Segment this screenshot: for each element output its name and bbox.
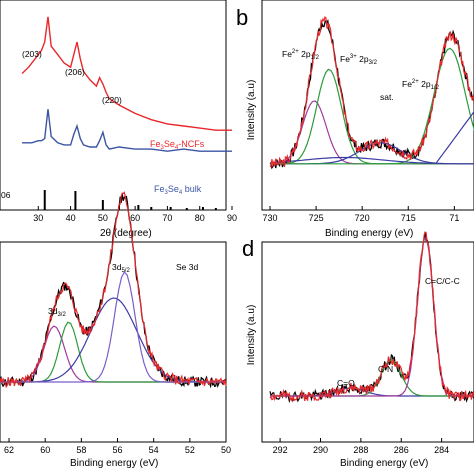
baseline xyxy=(269,110,474,164)
x-tick-label: 286 xyxy=(394,445,409,455)
fit-peak xyxy=(0,297,226,383)
x-tick-label: 56 xyxy=(113,445,123,455)
panel-b-xlabel: Binding energy (eV) xyxy=(325,228,413,239)
fit-peak xyxy=(270,47,474,165)
sat-label: sat. xyxy=(380,92,394,102)
x-tick-label: 720 xyxy=(355,213,370,223)
x-tick-label: 288 xyxy=(353,445,368,455)
panel-c-frame xyxy=(0,241,227,443)
panel-b-letter: b xyxy=(236,5,248,30)
fit-peak xyxy=(270,100,474,165)
peak-label-203: (203) xyxy=(22,49,42,59)
x-tick-label: 30 xyxy=(33,213,43,223)
panel-b-ylabel: Intensity (a.u) xyxy=(246,80,257,141)
panel-b: b Intensity (a.u) 730 725 720 715 71 Binding… xyxy=(236,0,474,239)
fe2-2p12-label-right: Fe2+ 2p1/2 xyxy=(402,79,440,91)
x-tick-label: 70 xyxy=(162,213,172,223)
x-tick-label: 60 xyxy=(40,445,50,455)
cc-label: C=C/C-C xyxy=(425,276,460,286)
legend-ncfs: Fe3Se4-NCFs xyxy=(150,139,205,151)
x-tick-label: 730 xyxy=(262,213,277,223)
x-tick-label: 71 xyxy=(449,213,459,223)
se3d32-label: 3d3/2 xyxy=(48,306,66,318)
panel-a-frame xyxy=(0,0,227,211)
x-tick-label: 40 xyxy=(66,213,76,223)
x-tick-label: 52 xyxy=(185,445,195,455)
x-tick-label: 284 xyxy=(434,445,449,455)
fe2-2p12-label: Fe2+ 2p1/2 xyxy=(282,49,320,61)
panel-c-xlabel: Binding energy (eV) xyxy=(70,458,158,469)
envelope-fit xyxy=(0,191,227,389)
fe3-2p32-label: Fe3+ 2p3/2 xyxy=(340,54,378,66)
se3d52-label: 3d5/2 xyxy=(112,262,130,274)
series-line-1 xyxy=(22,109,232,152)
panel-a-xlabel: 2θ (degree) xyxy=(100,228,152,239)
panel-d-letter: d xyxy=(242,236,254,261)
raw-spectrum xyxy=(269,231,474,404)
x-tick-label: 50 xyxy=(98,213,108,223)
x-tick-label: 80 xyxy=(195,213,205,223)
envelope-fit xyxy=(269,16,474,169)
raw-spectrum xyxy=(269,19,474,170)
panel-a-ref-label: 06 xyxy=(1,190,11,200)
peak-label-206: (206) xyxy=(65,67,85,77)
panel-d: d Intensity (a.u) 292 290 288 286 284 Bindin… xyxy=(242,231,474,469)
panel-c: 62 60 58 56 54 52 50 Binding energy (eV) 3d3/2… xyxy=(0,191,231,469)
x-tick-label: 725 xyxy=(309,213,324,223)
x-tick-label: 62 xyxy=(4,445,14,455)
panel-d-xlabel: Binding energy (eV) xyxy=(340,458,428,469)
x-tick-label: 715 xyxy=(401,213,416,223)
fit-peak xyxy=(0,271,226,383)
co-label: C=O xyxy=(337,378,355,388)
se3d-title: Se 3d xyxy=(176,262,198,272)
fit-peak xyxy=(0,325,226,383)
panel-d-frame xyxy=(261,241,474,443)
legend-bulk: Fe3Se4 bulk xyxy=(154,184,202,196)
fit-peak xyxy=(270,235,474,397)
x-tick-label: 58 xyxy=(76,445,86,455)
x-tick-label: 290 xyxy=(313,445,328,455)
peak-label-220: (220) xyxy=(102,95,122,105)
panel-d-ylabel: Intensity (a.u) xyxy=(246,305,257,366)
x-tick-label: 54 xyxy=(149,445,159,455)
envelope-fit xyxy=(269,231,474,403)
cn-label: C-N xyxy=(378,364,393,374)
x-tick-label: 60 xyxy=(130,213,140,223)
series-line-0 xyxy=(21,16,232,131)
x-tick-label: 50 xyxy=(221,445,231,455)
panel-b-frame xyxy=(261,0,474,211)
x-tick-label: 292 xyxy=(273,445,288,455)
fit-peak xyxy=(270,68,474,165)
x-tick-label: 90 xyxy=(227,213,237,223)
panel-a: 06 (203) (206) (220) Fe3Se4-NCFs Fe3Se4 … xyxy=(0,0,237,239)
